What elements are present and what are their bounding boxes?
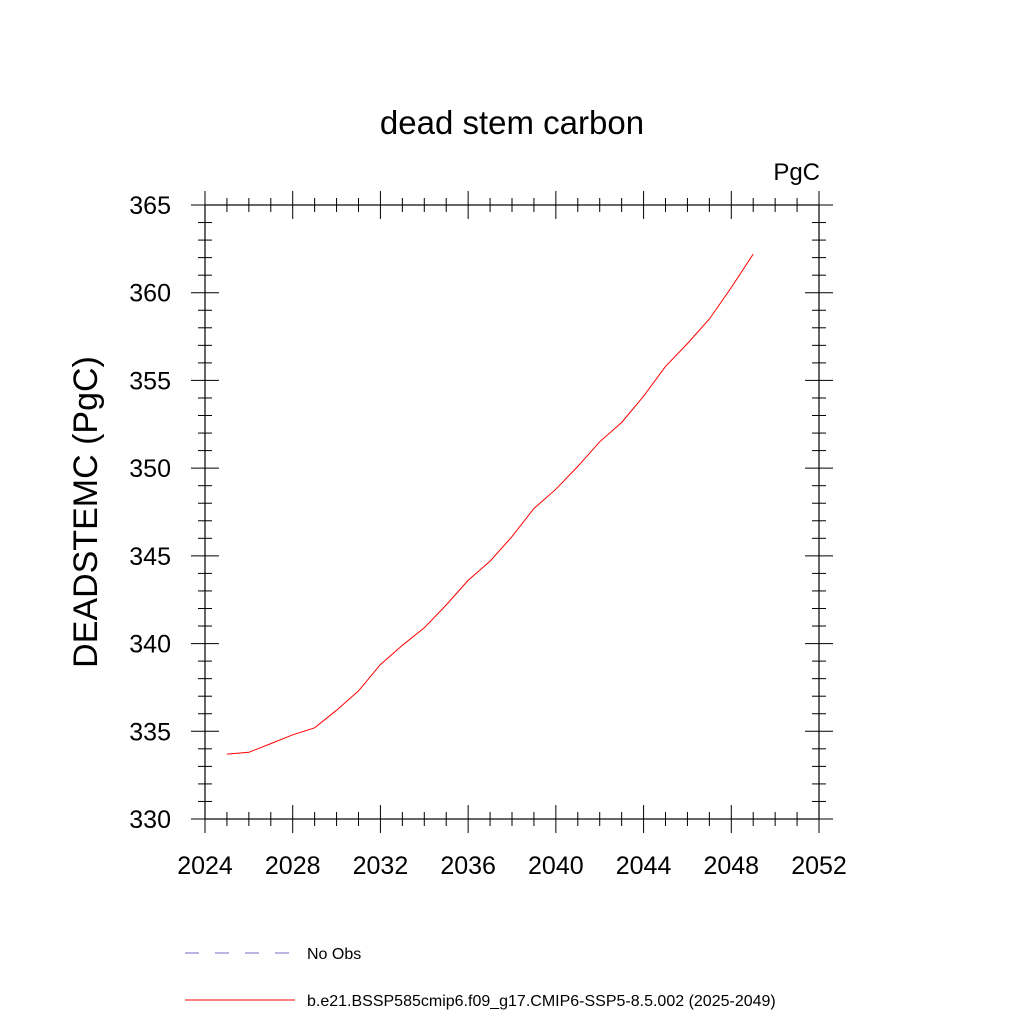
units-label: PgC <box>773 159 820 186</box>
y-axis-label: DEADSTEMC (PgC) <box>67 356 105 668</box>
y-tick-label: 350 <box>129 455 171 483</box>
legend: No Obs b.e21.BSSP585cmip6.f09_g17.CMIP6-S… <box>185 946 776 1010</box>
x-tick-label: 2024 <box>177 852 233 880</box>
y-tick-label: 345 <box>129 543 171 571</box>
y-tick-label: 365 <box>129 192 171 220</box>
series-layer <box>226 253 754 755</box>
x-tick-label: 2028 <box>265 852 321 880</box>
plot-frame <box>204 204 820 820</box>
x-tick-label: 2032 <box>353 852 409 880</box>
x-tick-label: 2036 <box>440 852 496 880</box>
legend-entry: b.e21.BSSP585cmip6.f09_g17.CMIP6-SSP5-8.… <box>307 993 776 1010</box>
series-line <box>226 253 754 755</box>
x-tick-label: 2048 <box>703 852 759 880</box>
chart-title: dead stem carbon <box>380 104 644 141</box>
y-tick-label: 360 <box>129 280 171 308</box>
y-tick-label: 355 <box>129 367 171 395</box>
y-tick-label: 330 <box>129 806 171 834</box>
legend-entry: No Obs <box>307 946 361 963</box>
x-tick-label: 2044 <box>616 852 672 880</box>
y-tick-label: 335 <box>129 718 171 746</box>
axis-ticks <box>191 191 833 833</box>
x-tick-label: 2040 <box>528 852 584 880</box>
y-tick-label: 340 <box>129 631 171 659</box>
x-tick-label: 2052 <box>791 852 847 880</box>
tick-labels: 2024 2028 2032 2036 2040 2044 2048 2052 330 335 34… <box>129 192 847 880</box>
